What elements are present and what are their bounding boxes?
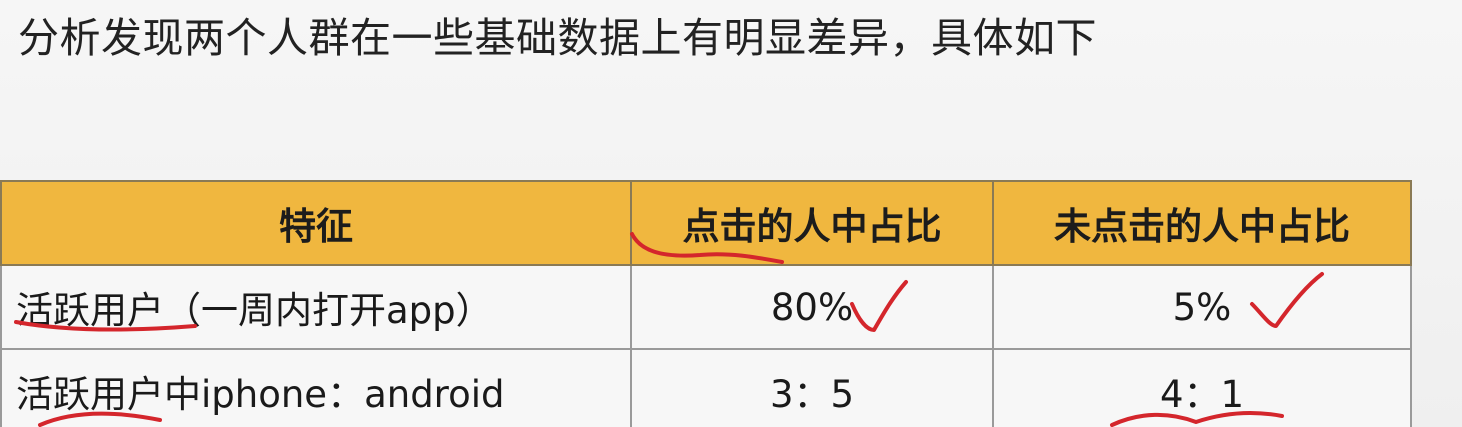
cell-unclicked-value: 5% bbox=[992, 264, 1412, 350]
comparison-table: 特征 点击的人中占比 未点击的人中占比 活跃用户（一周内打开app） 80% 5… bbox=[0, 180, 1412, 427]
header-clicked-ratio: 点击的人中占比 bbox=[630, 180, 994, 266]
table-row: 活跃用户（一周内打开app） 80% 5% bbox=[0, 264, 1412, 350]
header-unclicked-ratio: 未点击的人中占比 bbox=[992, 180, 1412, 266]
cell-clicked-value: 3：5 bbox=[630, 348, 994, 427]
row-feature-label: 活跃用户中iphone：android bbox=[0, 348, 632, 427]
table-header-row: 特征 点击的人中占比 未点击的人中占比 bbox=[0, 180, 1412, 266]
table-row: 活跃用户中iphone：android 3：5 4：1 bbox=[0, 348, 1412, 427]
row-feature-label: 活跃用户（一周内打开app） bbox=[0, 264, 632, 350]
cell-clicked-value: 80% bbox=[630, 264, 994, 350]
cell-unclicked-value: 4：1 bbox=[992, 348, 1412, 427]
slide-heading: 分析发现两个人群在一些基础数据上有明显差异，具体如下 bbox=[18, 14, 1097, 62]
header-feature: 特征 bbox=[0, 180, 632, 266]
